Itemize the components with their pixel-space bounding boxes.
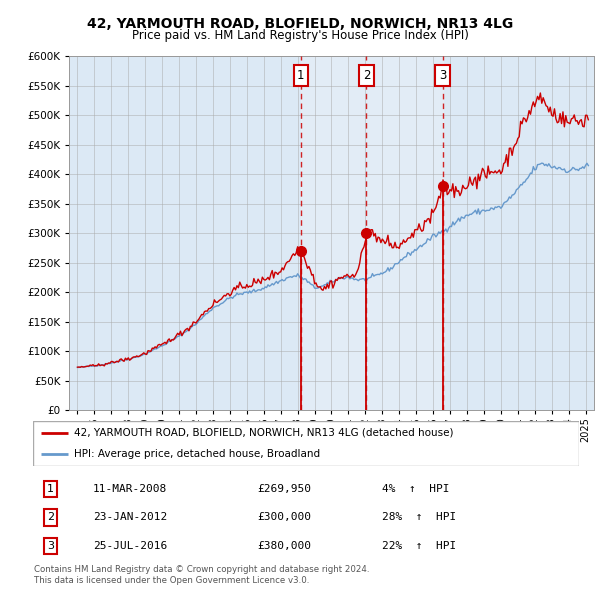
Text: 28%  ↑  HPI: 28% ↑ HPI [382,513,457,523]
Bar [301,56,443,410]
Text: £300,000: £300,000 [257,513,311,523]
Text: This data is licensed under the Open Government Licence v3.0.: This data is licensed under the Open Gov… [34,576,310,585]
Text: 25-JUL-2016: 25-JUL-2016 [93,541,167,551]
Text: Contains HM Land Registry data © Crown copyright and database right 2024.: Contains HM Land Registry data © Crown c… [34,565,370,574]
Text: 11-MAR-2008: 11-MAR-2008 [93,484,167,494]
Text: Price paid vs. HM Land Registry's House Price Index (HPI): Price paid vs. HM Land Registry's House … [131,30,469,42]
Text: HPI: Average price, detached house, Broadland: HPI: Average price, detached house, Broa… [74,450,320,460]
Text: 2: 2 [362,69,370,82]
Text: 23-JAN-2012: 23-JAN-2012 [93,513,167,523]
FancyBboxPatch shape [33,421,579,466]
Text: 3: 3 [439,69,446,82]
Text: 22%  ↑  HPI: 22% ↑ HPI [382,541,457,551]
Text: 3: 3 [47,541,54,551]
Text: 42, YARMOUTH ROAD, BLOFIELD, NORWICH, NR13 4LG: 42, YARMOUTH ROAD, BLOFIELD, NORWICH, NR… [87,17,513,31]
Text: £380,000: £380,000 [257,541,311,551]
Text: £269,950: £269,950 [257,484,311,494]
Text: 2: 2 [47,513,54,523]
Text: 42, YARMOUTH ROAD, BLOFIELD, NORWICH, NR13 4LG (detached house): 42, YARMOUTH ROAD, BLOFIELD, NORWICH, NR… [74,428,454,438]
Text: 1: 1 [297,69,305,82]
Text: 1: 1 [47,484,54,494]
Text: 4%  ↑  HPI: 4% ↑ HPI [382,484,450,494]
